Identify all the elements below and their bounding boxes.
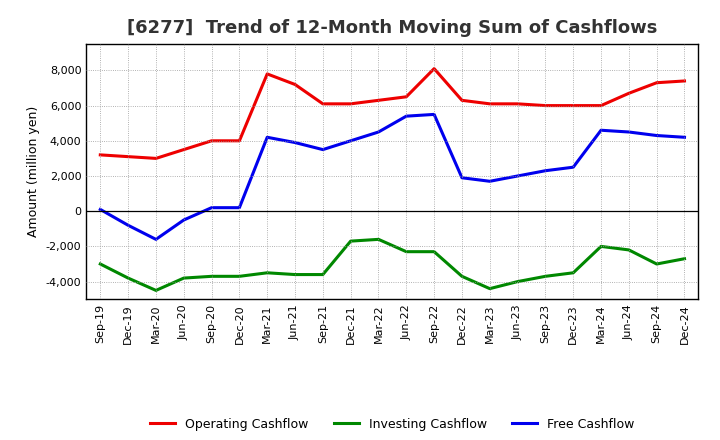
Line: Investing Cashflow: Investing Cashflow xyxy=(100,239,685,290)
Free Cashflow xyxy=(318,147,327,152)
Investing Cashflow xyxy=(346,238,355,244)
Free Cashflow xyxy=(291,140,300,145)
Investing Cashflow xyxy=(597,244,606,249)
Free Cashflow xyxy=(346,138,355,143)
Free Cashflow xyxy=(179,217,188,223)
Operating Cashflow xyxy=(402,94,410,99)
Investing Cashflow xyxy=(624,247,633,253)
Investing Cashflow xyxy=(96,261,104,267)
Legend: Operating Cashflow, Investing Cashflow, Free Cashflow: Operating Cashflow, Investing Cashflow, … xyxy=(145,413,639,436)
Operating Cashflow xyxy=(263,71,271,77)
Free Cashflow xyxy=(541,168,550,173)
Free Cashflow xyxy=(597,128,606,133)
Free Cashflow xyxy=(124,223,132,228)
Operating Cashflow xyxy=(513,101,522,106)
Investing Cashflow xyxy=(291,272,300,277)
Operating Cashflow xyxy=(291,82,300,87)
Operating Cashflow xyxy=(179,147,188,152)
Investing Cashflow xyxy=(569,270,577,275)
Investing Cashflow xyxy=(485,286,494,291)
Operating Cashflow xyxy=(652,80,661,85)
Free Cashflow xyxy=(207,205,216,210)
Operating Cashflow xyxy=(541,103,550,108)
Free Cashflow xyxy=(374,129,383,135)
Operating Cashflow xyxy=(96,152,104,158)
Free Cashflow xyxy=(485,179,494,184)
Investing Cashflow xyxy=(458,274,467,279)
Free Cashflow xyxy=(569,165,577,170)
Free Cashflow xyxy=(513,173,522,179)
Operating Cashflow xyxy=(374,98,383,103)
Investing Cashflow xyxy=(430,249,438,254)
Investing Cashflow xyxy=(235,274,243,279)
Free Cashflow xyxy=(652,133,661,138)
Free Cashflow xyxy=(402,114,410,119)
Free Cashflow xyxy=(624,129,633,135)
Investing Cashflow xyxy=(541,274,550,279)
Operating Cashflow xyxy=(485,101,494,106)
Investing Cashflow xyxy=(152,288,161,293)
Operating Cashflow xyxy=(458,98,467,103)
Free Cashflow xyxy=(235,205,243,210)
Free Cashflow xyxy=(152,237,161,242)
Free Cashflow xyxy=(680,135,689,140)
Operating Cashflow xyxy=(569,103,577,108)
Investing Cashflow xyxy=(374,237,383,242)
Free Cashflow xyxy=(96,207,104,212)
Operating Cashflow xyxy=(624,91,633,96)
Operating Cashflow xyxy=(346,101,355,106)
Operating Cashflow xyxy=(235,138,243,143)
Investing Cashflow xyxy=(652,261,661,267)
Operating Cashflow xyxy=(318,101,327,106)
Title: [6277]  Trend of 12-Month Moving Sum of Cashflows: [6277] Trend of 12-Month Moving Sum of C… xyxy=(127,19,657,37)
Operating Cashflow xyxy=(597,103,606,108)
Investing Cashflow xyxy=(207,274,216,279)
Investing Cashflow xyxy=(402,249,410,254)
Investing Cashflow xyxy=(513,279,522,284)
Investing Cashflow xyxy=(318,272,327,277)
Operating Cashflow xyxy=(152,156,161,161)
Investing Cashflow xyxy=(263,270,271,275)
Operating Cashflow xyxy=(207,138,216,143)
Free Cashflow xyxy=(430,112,438,117)
Free Cashflow xyxy=(263,135,271,140)
Operating Cashflow xyxy=(430,66,438,71)
Investing Cashflow xyxy=(179,275,188,281)
Operating Cashflow xyxy=(124,154,132,159)
Free Cashflow xyxy=(458,175,467,180)
Investing Cashflow xyxy=(680,256,689,261)
Y-axis label: Amount (million yen): Amount (million yen) xyxy=(27,106,40,237)
Line: Operating Cashflow: Operating Cashflow xyxy=(100,69,685,158)
Operating Cashflow xyxy=(680,78,689,84)
Line: Free Cashflow: Free Cashflow xyxy=(100,114,685,239)
Investing Cashflow xyxy=(124,275,132,281)
